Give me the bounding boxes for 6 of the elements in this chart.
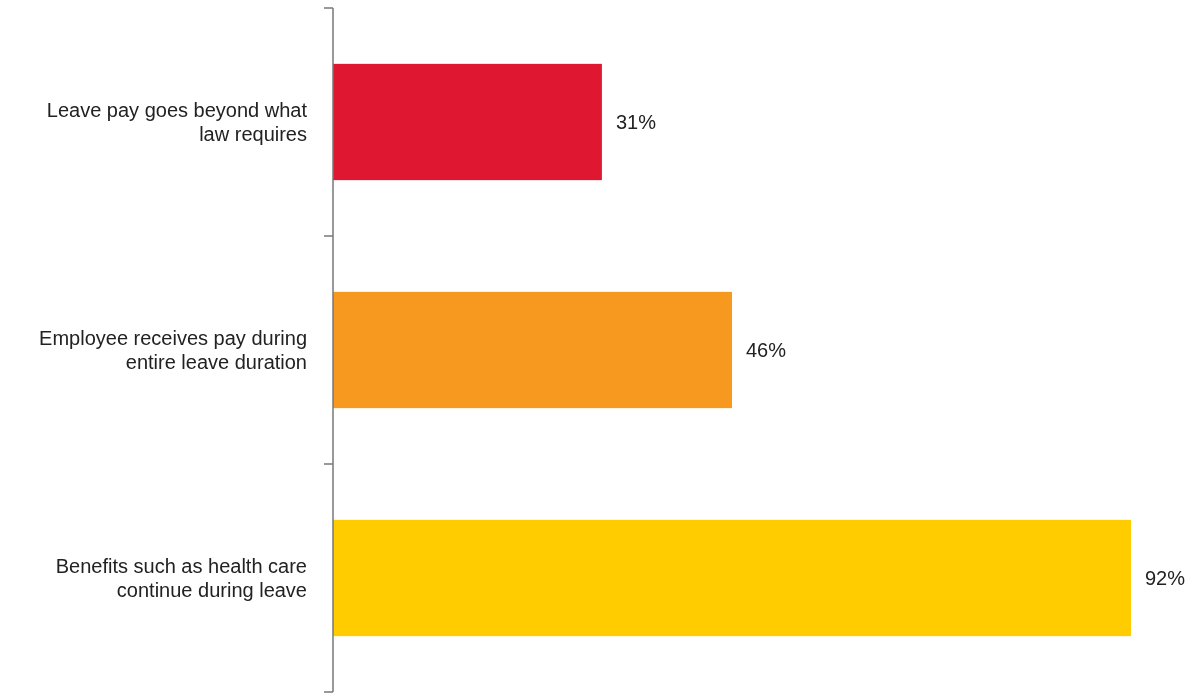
- y-tick-label: Benefits such as health care continue during leave: [55, 555, 307, 601]
- y-tick-label: Employee receives pay during entire leave duration: [39, 327, 307, 373]
- data-label: 92%: [1145, 567, 1186, 589]
- data-label: 46%: [746, 339, 787, 361]
- y-tick-label: Leave pay goes beyond what law requires: [46, 99, 308, 145]
- data-label: 31%: [615, 111, 657, 133]
